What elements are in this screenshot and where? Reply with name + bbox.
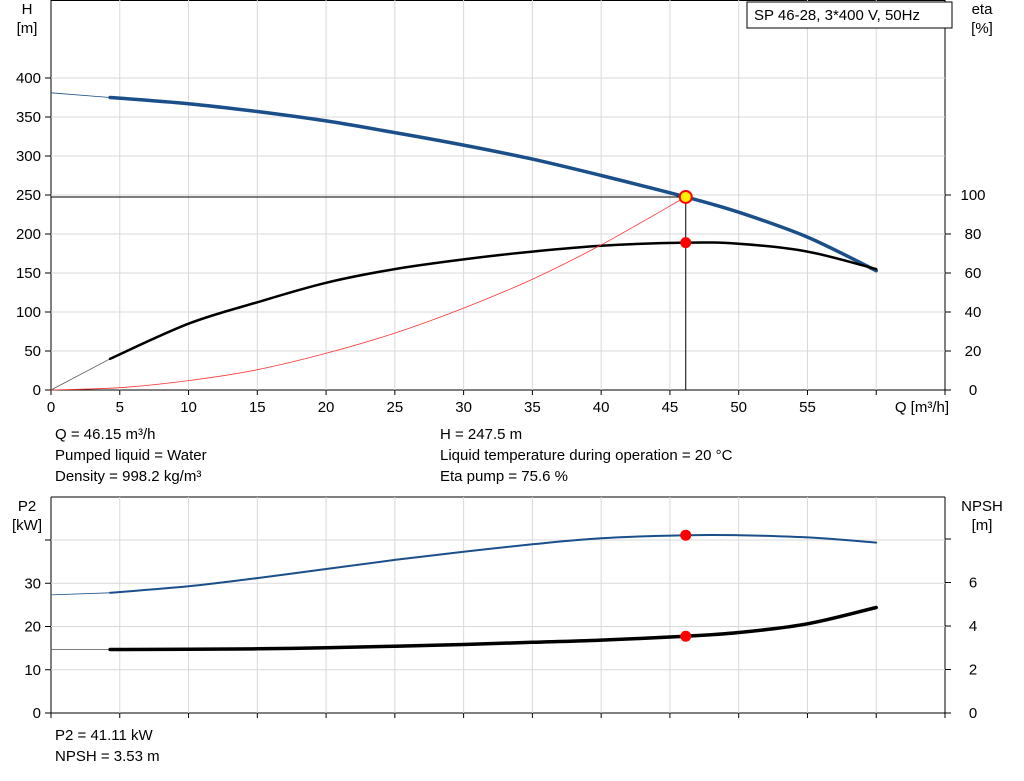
x-tick-label: 35 [524, 399, 541, 416]
left-y-tick-label: 0 [33, 705, 41, 722]
right-y-tick-label: 60 [965, 265, 982, 282]
left-y-tick-label: 200 [16, 226, 41, 243]
x-tick-label: 10 [180, 399, 197, 416]
right-y-tick-label: 80 [965, 226, 982, 243]
x-tick-label: 55 [799, 399, 816, 416]
right-y-tick-label: 0 [969, 382, 977, 399]
series-extension-line [50, 92, 111, 98]
x-tick-label: 20 [318, 399, 335, 416]
info-pumped-liquid: Pumped liquid = Water [55, 447, 207, 464]
eta-duty-point-marker [680, 237, 692, 249]
x-tick-label: 0 [47, 399, 55, 416]
right-axis-title: NPSH [961, 498, 1003, 515]
right-y-tick-label: 20 [965, 343, 982, 360]
npsh-duty-point-marker [680, 630, 692, 642]
head-curve-line [108, 95, 878, 273]
x-axis-label: Q [m³/h] [895, 399, 949, 416]
series-extension-line [50, 592, 111, 596]
info-liquid-temperature: Liquid temperature during operation = 20… [440, 447, 733, 464]
left-y-tick-label: 150 [16, 265, 41, 282]
left-y-tick-label: 0 [33, 382, 41, 399]
right-y-tick-label: 4 [969, 618, 977, 635]
power-npsh-chart: 0 10 20 30 0 2 4 6 P2 [kW] NPSH [m] [12, 496, 1003, 722]
info-density: Density = 998.2 kg/m³ [55, 468, 202, 485]
left-axis-unit: [m] [17, 20, 38, 37]
series-extension-line [50, 358, 111, 391]
x-tick-label: 15 [249, 399, 266, 416]
x-tick-label: 5 [116, 399, 124, 416]
left-y-tick-label: 10 [24, 662, 41, 679]
left-y-tick-label: 300 [16, 148, 41, 165]
npsh-curve-line [108, 605, 878, 652]
info-npsh: NPSH = 3.53 m [55, 748, 160, 765]
right-axis-unit: [%] [971, 20, 993, 37]
info-eta-pump: Eta pump = 75.6 % [440, 468, 568, 485]
left-axis-unit: [kW] [12, 517, 42, 534]
x-tick-label: 45 [662, 399, 679, 416]
right-y-tick-label: 0 [969, 705, 977, 722]
left-axis-title: P2 [18, 498, 36, 515]
right-y-tick-label: 2 [969, 662, 977, 679]
system-curve-line [50, 196, 687, 391]
right-y-tick-label: 100 [960, 187, 985, 204]
right-y-tick-label: 40 [965, 304, 982, 321]
x-tick-label: 30 [455, 399, 472, 416]
left-y-tick-label: 350 [16, 109, 41, 126]
right-axis-unit: [m] [972, 517, 993, 534]
info-p2: P2 = 41.11 kW [55, 727, 153, 744]
head-duty-point-marker [678, 189, 693, 204]
eta-curve-line [108, 241, 878, 361]
info-q: Q = 46.15 m³/h [55, 426, 156, 443]
pump-label-box: SP 46-28, 3*400 V, 50Hz [746, 1, 953, 29]
left-y-tick-label: 400 [16, 70, 41, 87]
x-tick-label: 50 [730, 399, 747, 416]
left-y-tick-label: 30 [24, 575, 41, 592]
left-y-tick-label: 20 [24, 619, 41, 636]
pump-label: SP 46-28, 3*400 V, 50Hz [754, 7, 920, 24]
x-tick-label: 25 [387, 399, 404, 416]
p2-curve-line [109, 533, 878, 594]
head-efficiency-chart: 0 5 10 15 20 25 30 35 40 45 50 55 Q [m³/h] 0 50 100 150 2… [16, 0, 993, 416]
right-axis-title: eta [972, 1, 994, 18]
info-head: H = 247.5 m [440, 426, 523, 443]
left-axis-title: H [22, 1, 33, 18]
left-y-tick-label: 100 [16, 304, 41, 321]
right-y-tick-label: 6 [969, 575, 977, 592]
left-y-tick-label: 250 [16, 187, 41, 204]
left-y-tick-label: 50 [24, 343, 41, 360]
x-tick-label: 40 [593, 399, 610, 416]
p2-duty-point-marker [680, 529, 692, 541]
